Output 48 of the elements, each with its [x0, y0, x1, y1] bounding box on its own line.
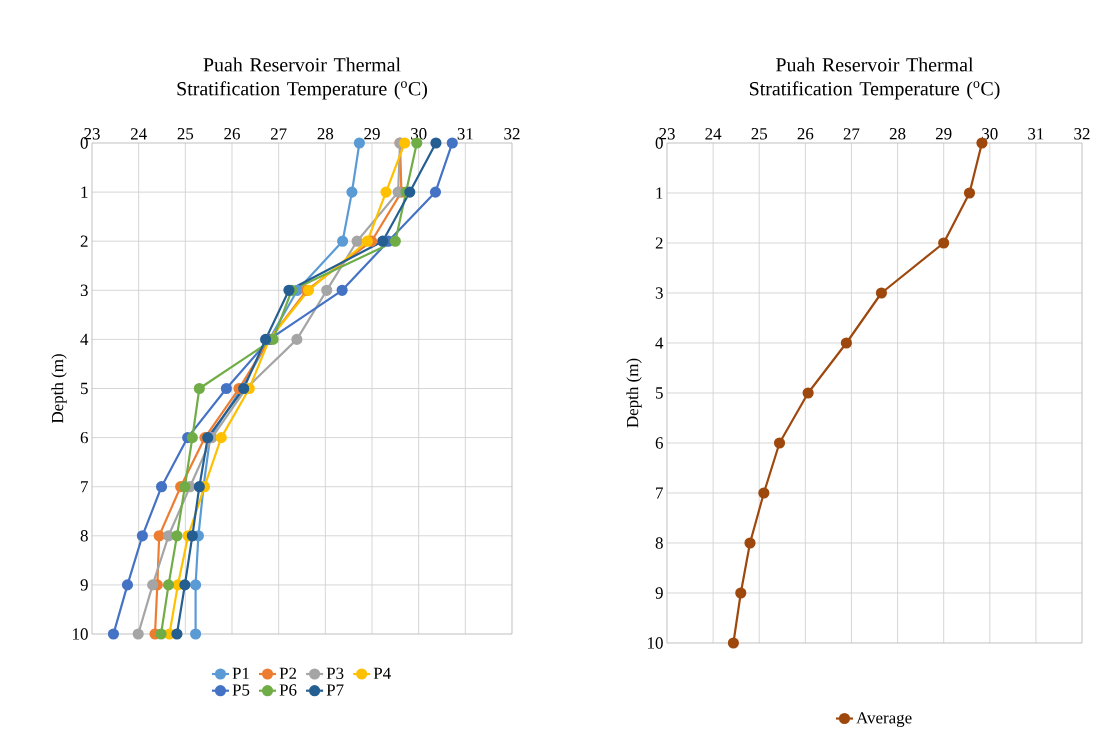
- x-tick-label: 28: [889, 128, 906, 140]
- x-tick-label: 24: [130, 128, 147, 140]
- y-tick-label: 4: [80, 333, 89, 345]
- legend-label: P4: [373, 667, 391, 679]
- legend-label: Average: [856, 712, 912, 728]
- x-tick-label: 24: [705, 128, 722, 140]
- legend-label: P7: [326, 684, 344, 696]
- x-tick-label: 32: [504, 128, 520, 140]
- x-tick-label: 29: [935, 128, 952, 140]
- x-tick-label: 27: [843, 128, 860, 140]
- y-tick-label: 3: [80, 284, 88, 296]
- y-tick-label: 9: [80, 579, 88, 591]
- y-tick-label: 8: [80, 530, 88, 542]
- x-tick-label: 28: [317, 128, 334, 140]
- legend-label: P2: [279, 667, 297, 679]
- legend-label: P6: [279, 684, 297, 696]
- y-tick-label: 10: [648, 637, 663, 649]
- y-tick-label: 6: [80, 431, 88, 444]
- x-tick-label: 31: [1028, 128, 1044, 140]
- y-axis-title: Depth (m): [51, 354, 67, 424]
- y-tick-label: 7: [656, 487, 663, 499]
- y-tick-label: 2: [80, 235, 88, 247]
- legend-label: P5: [232, 684, 250, 696]
- chart-title: Puah Reservoir Thermal Stratification Temperature ($^{o}$C): [749, 57, 1000, 100]
- y-tick-label: 2: [655, 237, 663, 249]
- y-tick-label: 1: [656, 187, 663, 199]
- y-axis-title: Depth (m): [626, 358, 642, 428]
- y-tick-label: 10: [73, 628, 88, 640]
- x-tick-label: 26: [797, 128, 814, 140]
- x-tick-label: 26: [224, 128, 240, 140]
- legend-label: P1: [232, 667, 249, 679]
- x-tick-label: 25: [177, 128, 194, 140]
- x-tick-label: 25: [751, 128, 768, 140]
- x-tick-label: 29: [364, 128, 380, 140]
- y-tick-label: 5: [656, 387, 663, 399]
- y-tick-label: 4: [655, 337, 664, 349]
- y-tick-label: 7: [81, 481, 88, 493]
- y-tick-label: 5: [81, 382, 88, 395]
- x-tick-label: 27: [270, 128, 287, 140]
- y-tick-label: 9: [655, 587, 663, 599]
- y-tick-label: 8: [655, 537, 663, 549]
- x-tick-label: 32: [1074, 128, 1090, 140]
- y-tick-label: 3: [655, 287, 663, 299]
- y-tick-label: 6: [655, 437, 663, 449]
- chart-title: Puah Reservoir Thermal Stratification Temperature ($^{o}$C): [177, 57, 427, 100]
- legend-label: P3: [326, 667, 344, 680]
- x-tick-label: 31: [457, 128, 473, 140]
- y-tick-label: 1: [81, 186, 88, 198]
